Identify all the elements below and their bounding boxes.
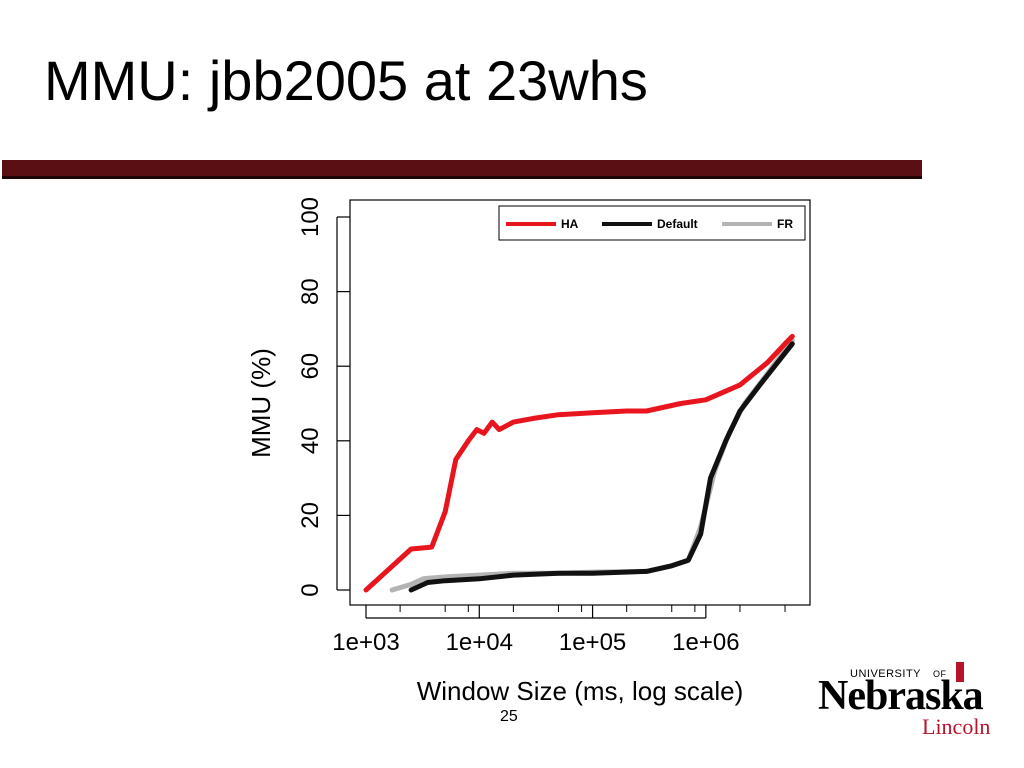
y-tick-label: 0 xyxy=(297,583,324,596)
y-tick-label: 80 xyxy=(297,278,324,305)
y-axis-title: MMU (%) xyxy=(246,348,276,458)
university-logo: UNIVERSITY OF Nebraska Lincoln xyxy=(818,662,998,740)
plot-frame xyxy=(349,199,811,606)
slide-title: MMU: jbb2005 at 23whs xyxy=(44,49,648,112)
page-number: 25 xyxy=(500,708,518,725)
legend-label-fr: FR xyxy=(777,217,793,231)
series-line-default xyxy=(408,341,795,593)
legend-label-default: Default xyxy=(657,217,698,231)
title-rule xyxy=(2,160,922,179)
y-tick-label: 100 xyxy=(297,197,324,237)
y-tick-label: 20 xyxy=(297,502,324,529)
series-line-ha xyxy=(363,333,795,593)
x-tick-label: 1e+04 xyxy=(446,629,513,656)
x-tick-label: 1e+03 xyxy=(332,629,399,656)
y-tick-label: 40 xyxy=(297,427,324,454)
x-axis-title: Window Size (ms, log scale) xyxy=(417,676,744,706)
y-tick-label: 60 xyxy=(297,353,324,380)
x-tick-label: 1e+05 xyxy=(559,629,626,656)
legend-label-ha: HA xyxy=(561,217,579,231)
x-tick-label: 1e+06 xyxy=(672,629,739,656)
